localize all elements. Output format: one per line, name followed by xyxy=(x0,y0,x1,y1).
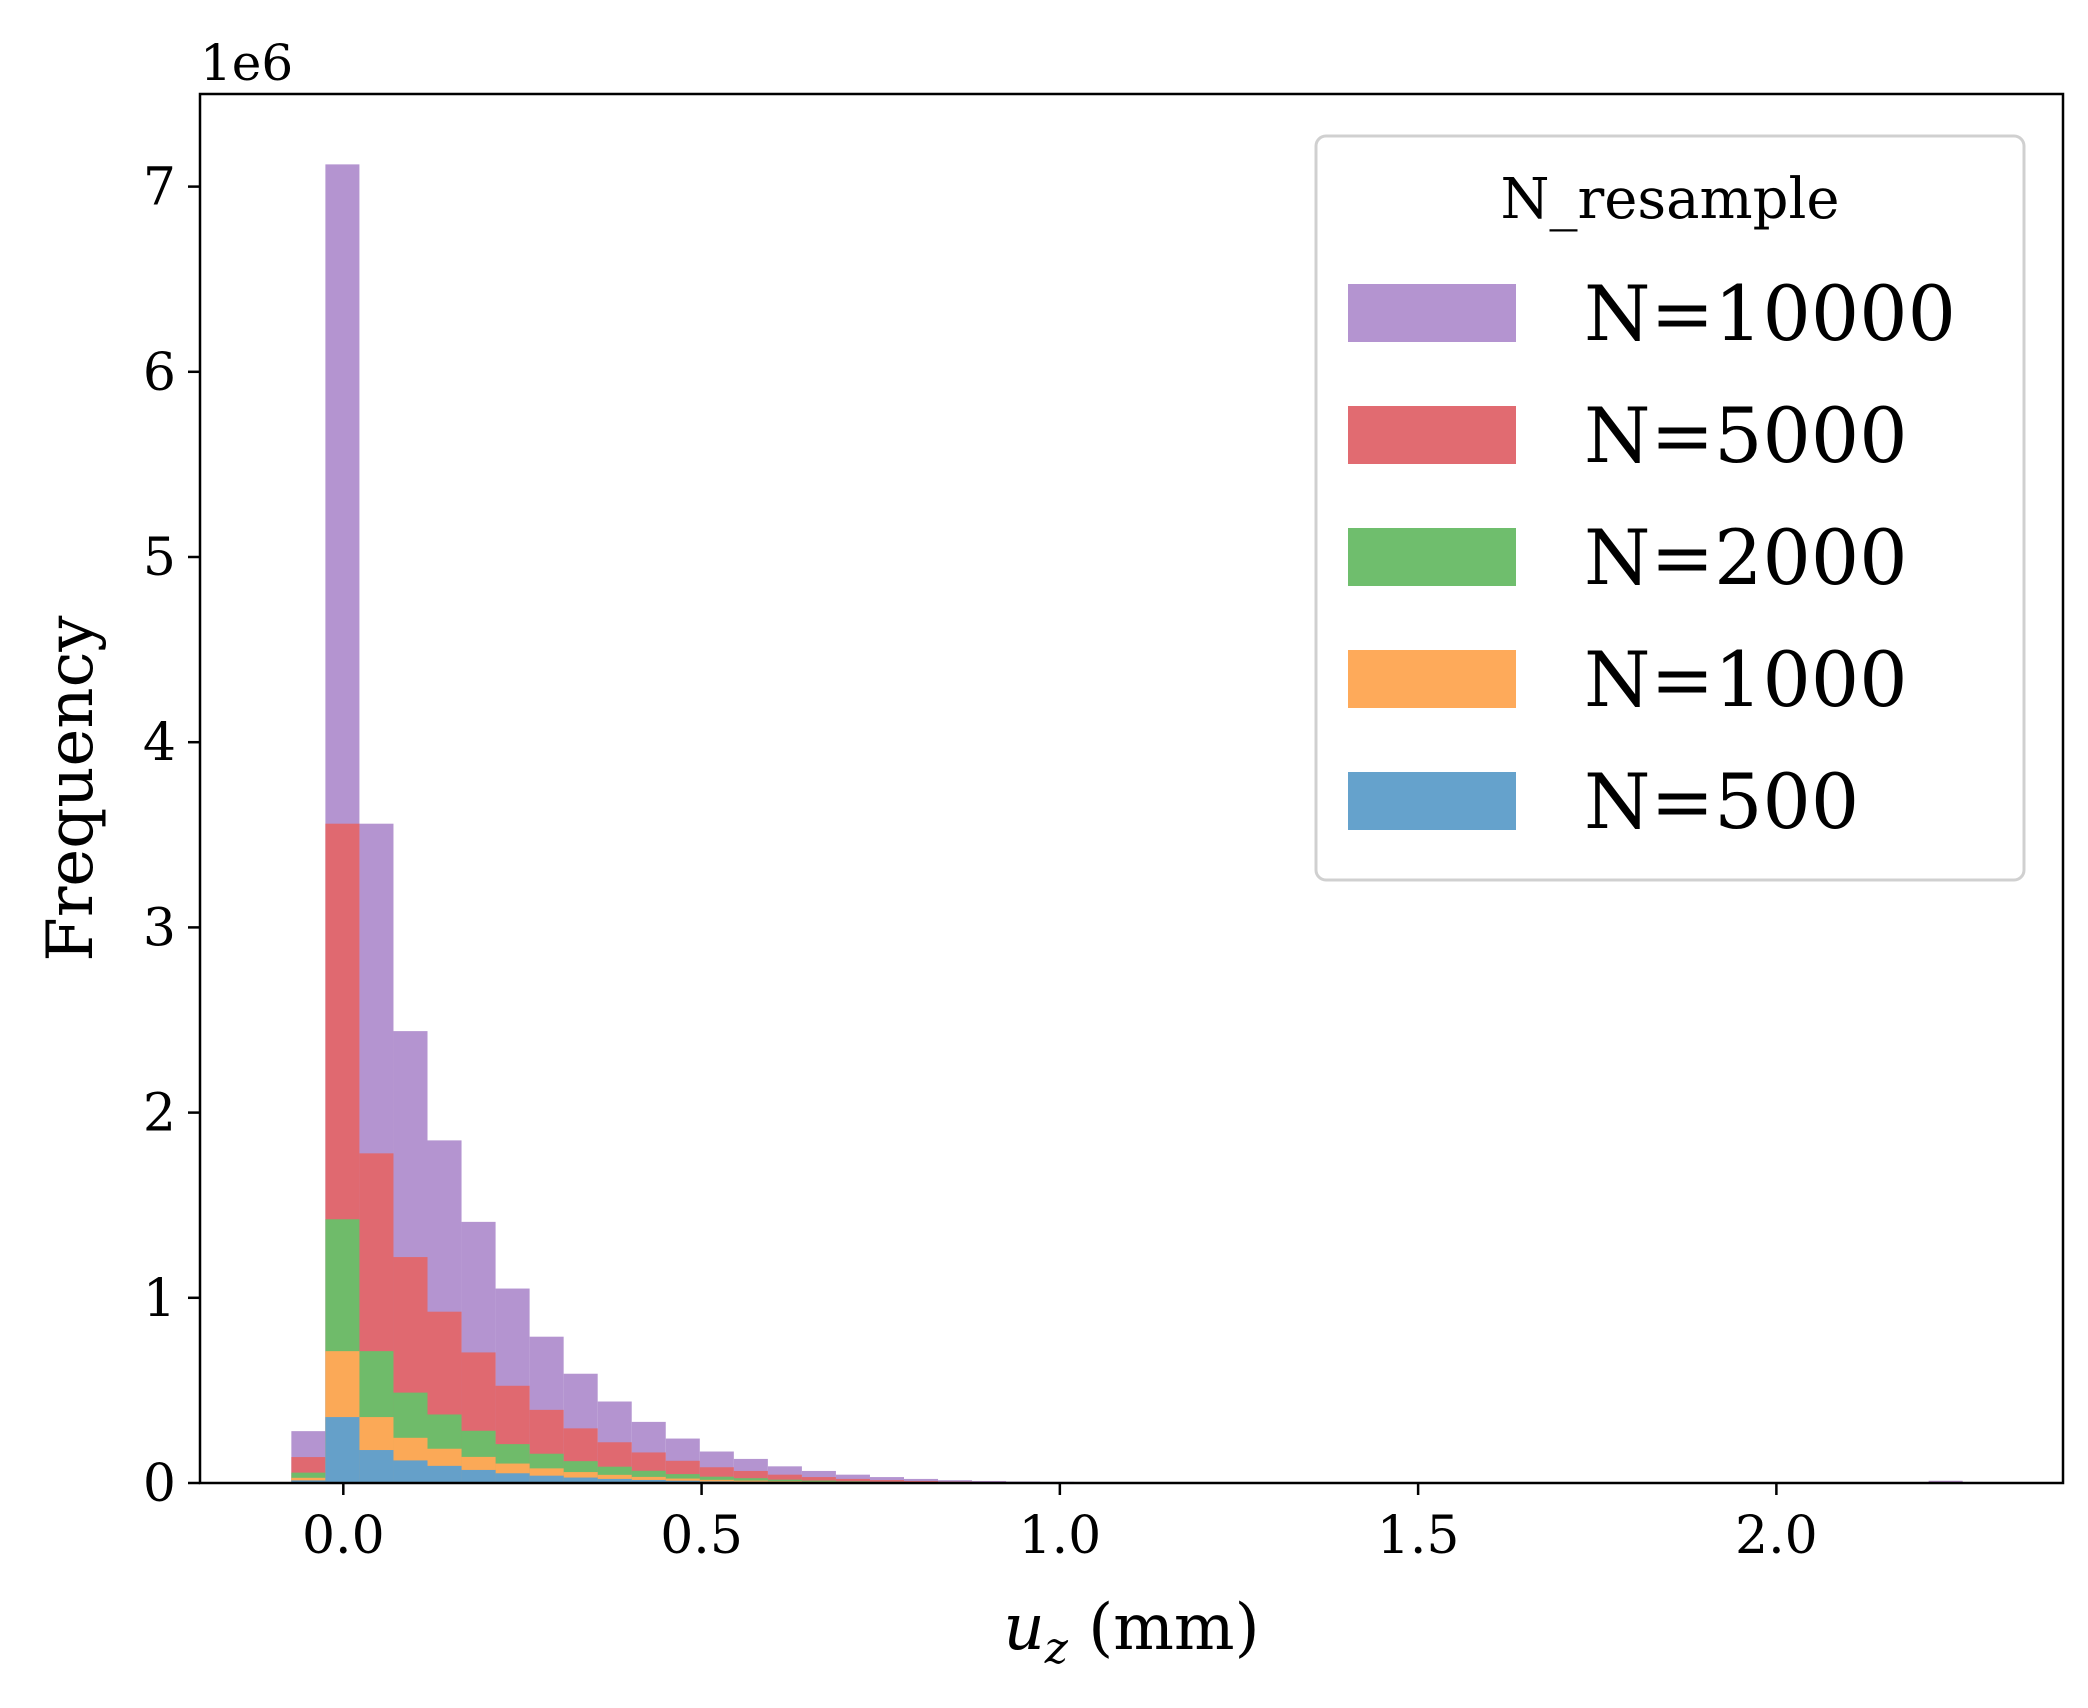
x-tick-label: 1.0 xyxy=(1018,1506,1101,1566)
y-tick-label: 3 xyxy=(143,898,176,958)
legend-swatch xyxy=(1348,528,1516,586)
x-axis-label-unit: (mm) xyxy=(1068,1591,1260,1665)
y-tick-label: 2 xyxy=(143,1084,176,1144)
legend-title: N_resample xyxy=(1500,167,1839,232)
y-tick-label: 0 xyxy=(143,1454,176,1514)
x-tick-label: 1.5 xyxy=(1377,1506,1460,1566)
y-offset-label: 1e6 xyxy=(200,34,293,92)
bar xyxy=(393,1460,427,1483)
legend-swatch xyxy=(1348,406,1516,464)
y-axis-label: Frequency xyxy=(34,615,108,961)
bar xyxy=(462,1470,496,1483)
bar xyxy=(496,1473,530,1483)
y-tick-label: 7 xyxy=(143,158,176,218)
x-axis-label-subscript: z xyxy=(1044,1623,1069,1674)
legend: N_resample N=10000 N=5000 N=2000 N=1000 N=50… xyxy=(1316,136,2024,880)
legend-label: N=5000 xyxy=(1584,391,1908,480)
y-tick-label: 5 xyxy=(143,528,176,588)
bar xyxy=(428,1466,462,1483)
y-tick-label: 1 xyxy=(143,1269,176,1329)
x-tick-label: 2.0 xyxy=(1735,1506,1818,1566)
legend-label: N=500 xyxy=(1584,757,1859,846)
x-axis-label: uz (mm) xyxy=(1003,1591,1259,1674)
x-tick-label: 0.5 xyxy=(660,1506,743,1566)
legend-swatch xyxy=(1348,284,1516,342)
legend-swatch xyxy=(1348,650,1516,708)
legend-label: N=1000 xyxy=(1584,635,1908,724)
legend-label: N=2000 xyxy=(1584,513,1908,602)
x-axis-label-variable: u xyxy=(1003,1591,1044,1665)
y-tick-label: 4 xyxy=(143,713,176,773)
legend-swatch xyxy=(1348,772,1516,830)
x-tick-label: 0.0 xyxy=(302,1506,385,1566)
y-tick-label: 6 xyxy=(143,343,176,403)
bar xyxy=(325,1417,359,1483)
legend-label: N=10000 xyxy=(1584,269,1956,358)
bar xyxy=(359,1450,393,1483)
